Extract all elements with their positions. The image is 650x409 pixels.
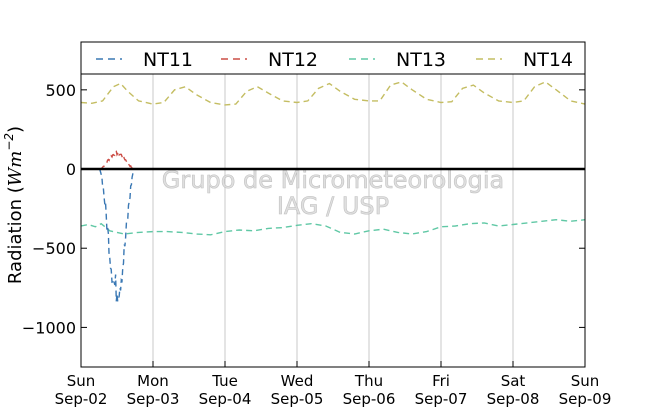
y-tick-label: 0 [66, 160, 76, 179]
x-tick-day: Mon [137, 372, 169, 390]
x-tick-date: Sep-08 [487, 390, 540, 408]
x-tick-date: Sep-09 [559, 390, 612, 408]
series-lines [80, 81, 586, 302]
series-NT11 [99, 168, 135, 302]
vertical-grid [152, 74, 514, 367]
x-tick-date: Sep-02 [55, 390, 108, 408]
watermark-line-2: IAG / USP [277, 192, 389, 220]
x-tick-day: Sun [67, 372, 96, 390]
x-tick-day: Tue [211, 372, 238, 390]
watermark: Grupo de Micrometeorologia IAG / USP [161, 166, 504, 221]
x-axis: SunSep-02MonSep-03TueSep-04WedSep-05ThuS… [55, 361, 612, 408]
y-tick-label: −1000 [22, 318, 76, 337]
y-tick-label: −500 [32, 239, 76, 258]
x-tick-day: Fri [432, 372, 450, 390]
x-tick-day: Thu [354, 372, 383, 390]
legend-label-NT14: NT14 [523, 49, 573, 71]
x-tick-date: Sep-04 [199, 390, 252, 408]
plot-frame [80, 41, 586, 368]
watermark-line-1: Grupo de Micrometeorologia [162, 166, 504, 194]
x-tick-date: Sep-06 [343, 390, 396, 408]
x-tick-day: Wed [281, 372, 314, 390]
y-axis: 500 0 −500 −1000 [22, 81, 585, 337]
legend-label-NT12: NT12 [268, 49, 318, 71]
y-axis-label: Radiation (Wm−2) [2, 126, 26, 284]
x-tick-date: Sep-07 [415, 390, 468, 408]
legend-label-NT11: NT11 [143, 49, 193, 71]
x-tick-day: Sat [501, 372, 526, 390]
x-tick-day: Sun [571, 372, 600, 390]
ylabel-unit: Wm [5, 151, 26, 187]
legend: NT11 NT12 NT13 NT14 [81, 49, 585, 75]
series-NT14 [80, 81, 586, 106]
series-NT13 [80, 218, 586, 236]
ylabel-text: Radiation ( [5, 186, 26, 284]
x-tick-date: Sep-05 [271, 390, 324, 408]
x-tick-date: Sep-03 [127, 390, 180, 408]
ylabel-close: ) [5, 126, 26, 133]
ylabel-unit-exp: −2 [2, 133, 16, 151]
y-tick-label: 500 [45, 81, 76, 100]
series-NT12 [99, 149, 134, 170]
legend-label-NT13: NT13 [396, 49, 446, 71]
